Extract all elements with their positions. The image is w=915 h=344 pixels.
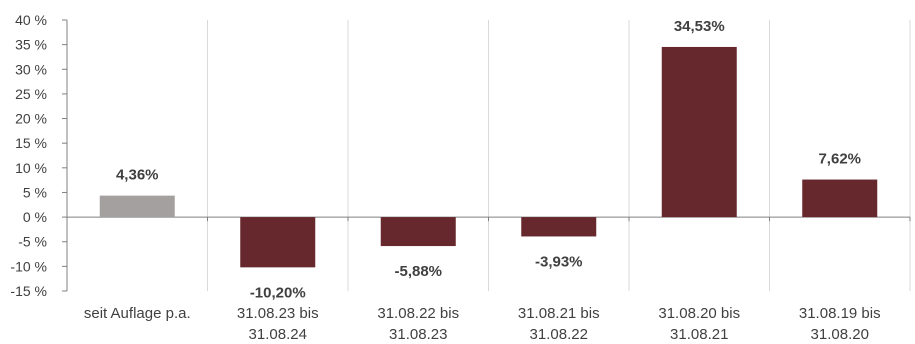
x-category-label: 31.08.23 (389, 326, 447, 343)
x-category-label: seit Auflage p.a. (84, 305, 191, 322)
x-category-label: 31.08.20 bis (658, 305, 740, 322)
x-category-label: 31.08.21 bis (518, 305, 600, 322)
x-category-label: 31.08.23 bis (237, 305, 319, 322)
x-category-label: 31.08.19 bis (799, 305, 881, 322)
bar (240, 217, 316, 268)
y-tick-label: 40 % (15, 12, 47, 28)
y-tick-label: 5 % (23, 184, 47, 200)
y-tick-label: -5 % (18, 234, 47, 250)
bar (99, 195, 175, 218)
data-label: -5,88% (394, 263, 442, 280)
y-tick-label: 20 % (15, 111, 47, 127)
grid-lines (207, 20, 911, 291)
data-label: -3,93% (535, 253, 583, 270)
y-tick-label: -15 % (10, 283, 47, 299)
x-category-label: 31.08.21 (670, 326, 728, 343)
bars (99, 46, 878, 268)
x-category-label: 31.08.22 (530, 326, 588, 343)
y-tick-label: 10 % (15, 160, 47, 176)
bar (380, 217, 456, 247)
x-category-label: 31.08.24 (249, 326, 307, 343)
y-tick-label: -10 % (10, 258, 47, 274)
x-category-label: 31.08.22 bis (377, 305, 459, 322)
bar (802, 179, 878, 218)
bar (521, 217, 597, 237)
y-tick-label: 15 % (15, 135, 47, 151)
data-label: 34,53% (674, 18, 725, 35)
data-label: -10,20% (250, 284, 306, 301)
labels: 4,36% seit Auflage p.a. -10,20% 31.08.23 bi… (84, 18, 881, 343)
y-tick-label: 0 % (23, 209, 47, 225)
y-tick-label: 25 % (15, 86, 47, 102)
y-tick-label: 35 % (15, 37, 47, 53)
data-label: 4,36% (116, 167, 159, 184)
axes: 40 % 35 % 30 % 25 % 20 % 15 % 10 % 5 % 0 % -5 % -1… (10, 12, 911, 299)
bar (661, 46, 737, 218)
x-category-label: 31.08.20 (811, 326, 869, 343)
data-label: 7,62% (818, 151, 861, 168)
y-tick-label: 30 % (15, 61, 47, 77)
